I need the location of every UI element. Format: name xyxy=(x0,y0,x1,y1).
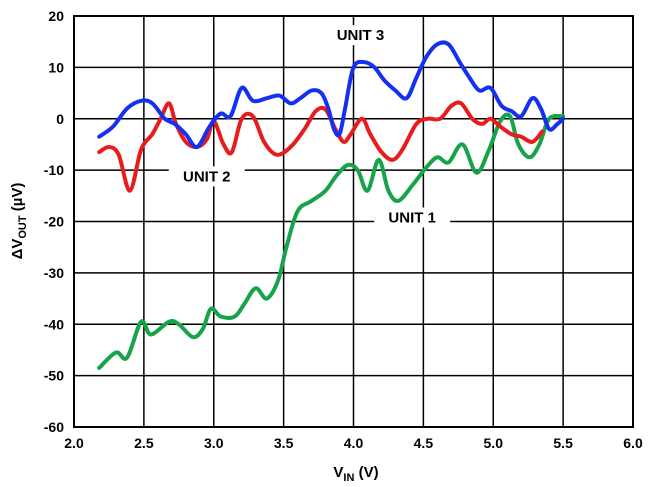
x-tick-label: 3.0 xyxy=(204,435,224,451)
label-background xyxy=(168,166,245,187)
y-tick-label: -10 xyxy=(44,162,64,178)
series-label: UNIT 3 xyxy=(337,27,385,44)
series-line-unit-1 xyxy=(97,112,566,370)
y-tick-label: -20 xyxy=(44,214,64,230)
series-line-unit-3 xyxy=(97,40,566,150)
label-background xyxy=(374,207,451,228)
series-label: UNIT 1 xyxy=(388,210,436,227)
x-tick-labels: 2.0 2.5 3.0 3.5 4.0 4.5 5.0 5.5 6.0 xyxy=(64,435,643,451)
x-tick-label: 5.0 xyxy=(484,435,504,451)
grid xyxy=(74,16,633,427)
y-tick-label: -30 xyxy=(44,265,64,281)
label-background xyxy=(322,25,399,46)
x-tick-label: 5.5 xyxy=(553,435,573,451)
y-tick-labels: 20 10 0 -10 -20 -30 -40 -50 -60 xyxy=(44,8,64,435)
y-tick-label: 0 xyxy=(56,111,64,127)
plot-frame xyxy=(73,15,634,428)
x-tick-label: 3.5 xyxy=(274,435,294,451)
y-axis-label: ΔVOUT (µV) xyxy=(9,183,29,260)
x-tick-label: 6.0 xyxy=(623,435,643,451)
x-axis-label: VIN (V) xyxy=(333,464,378,484)
series-line-unit-2 xyxy=(97,100,545,193)
y-tick-label: -40 xyxy=(44,316,64,332)
series-lines xyxy=(97,40,566,370)
series-label-group: UNIT 1 xyxy=(374,207,451,228)
x-tick-label: 2.0 xyxy=(64,435,84,451)
x-tick-label: 4.5 xyxy=(414,435,434,451)
y-tick-label: 10 xyxy=(48,59,64,75)
x-tick-label: 4.0 xyxy=(344,435,364,451)
series-label: UNIT 2 xyxy=(183,168,231,185)
series-label-group: UNIT 3 xyxy=(322,25,399,46)
x-tick-label: 2.5 xyxy=(134,435,154,451)
y-tick-label: -60 xyxy=(44,419,64,435)
y-tick-label: -50 xyxy=(44,368,64,384)
series-annotations: UNIT 3 UNIT 2 UNIT 1 xyxy=(168,25,451,228)
y-tick-label: 20 xyxy=(48,8,64,24)
series-label-group: UNIT 2 xyxy=(168,166,245,187)
